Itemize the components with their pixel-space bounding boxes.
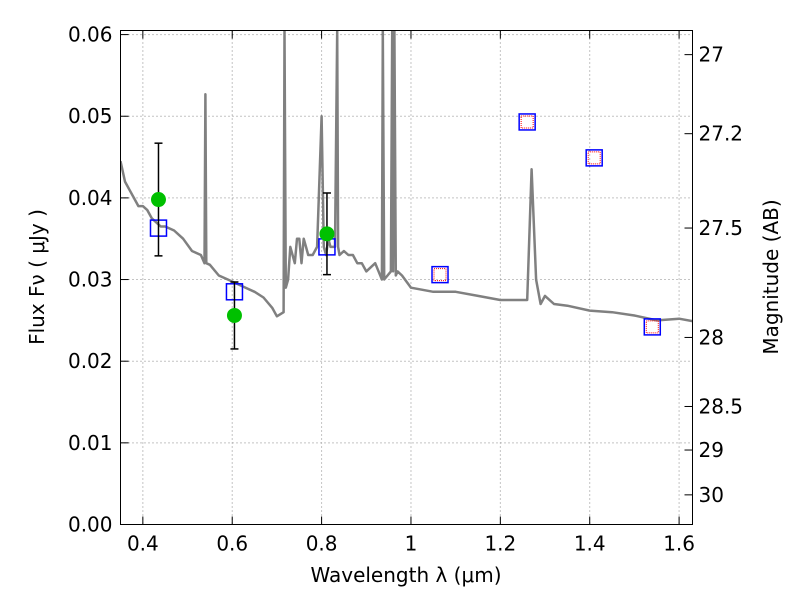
model-square: [518, 113, 536, 131]
y-tick-label: 0.04: [68, 186, 113, 210]
upper-limit-square: [645, 320, 659, 334]
upper-limit-square: [433, 268, 447, 282]
y-tick-label: 0.05: [68, 104, 113, 128]
model-square: [431, 265, 449, 284]
observed-point: [226, 307, 242, 323]
y2-tick-label: 27: [699, 43, 724, 67]
x-tick-label: 0.4: [127, 532, 159, 556]
x-tick-label: 1.2: [484, 532, 516, 556]
data-layer: [120, 30, 693, 350]
plot-frame: [120, 30, 693, 525]
y2-tick-label: 27.5: [699, 216, 744, 240]
y2-axis-label: Magnitude (AB): [759, 199, 783, 354]
template-spectrum-line: [120, 30, 693, 323]
tick-layer: 0.4 0.6 0.8 1 1.2 1.4 1.6 0.00 0.01 0.02 0.03 0.04 0…: [68, 23, 743, 556]
y-tick-label: 0.01: [68, 431, 113, 455]
y2-tick-label: 28: [699, 325, 724, 349]
observed-point: [319, 226, 335, 242]
upper-limit-square: [520, 115, 534, 129]
upper-limit-square: [587, 151, 601, 165]
y2-tick-label: 28.5: [699, 394, 744, 418]
x-tick-label: 0.8: [306, 532, 338, 556]
y-axis-label: Flux Fν ( μJy ): [25, 209, 49, 345]
y-tick-label: 0.06: [68, 23, 113, 47]
observed-point: [150, 192, 166, 208]
x-axis-label: Wavelength λ (μm): [310, 563, 501, 587]
x-tick-label: 0.6: [216, 532, 248, 556]
y2-tick-label: 29: [699, 438, 724, 462]
x-tick-label: 1: [405, 532, 418, 556]
y2-tick-label: 27.2: [699, 122, 744, 146]
x-tick-label: 1.4: [574, 532, 606, 556]
y-tick-label: 0.00: [68, 513, 113, 537]
y-tick-label: 0.03: [68, 268, 113, 292]
model-square: [643, 318, 662, 336]
y-tick-label: 0.02: [68, 349, 113, 373]
model-square: [585, 149, 603, 167]
x-tick-label: 1.6: [663, 532, 695, 556]
y2-tick-label: 30: [699, 483, 724, 507]
label-layer: Wavelength λ (μm) Flux Fν ( μJy ) Magnit…: [25, 199, 783, 587]
